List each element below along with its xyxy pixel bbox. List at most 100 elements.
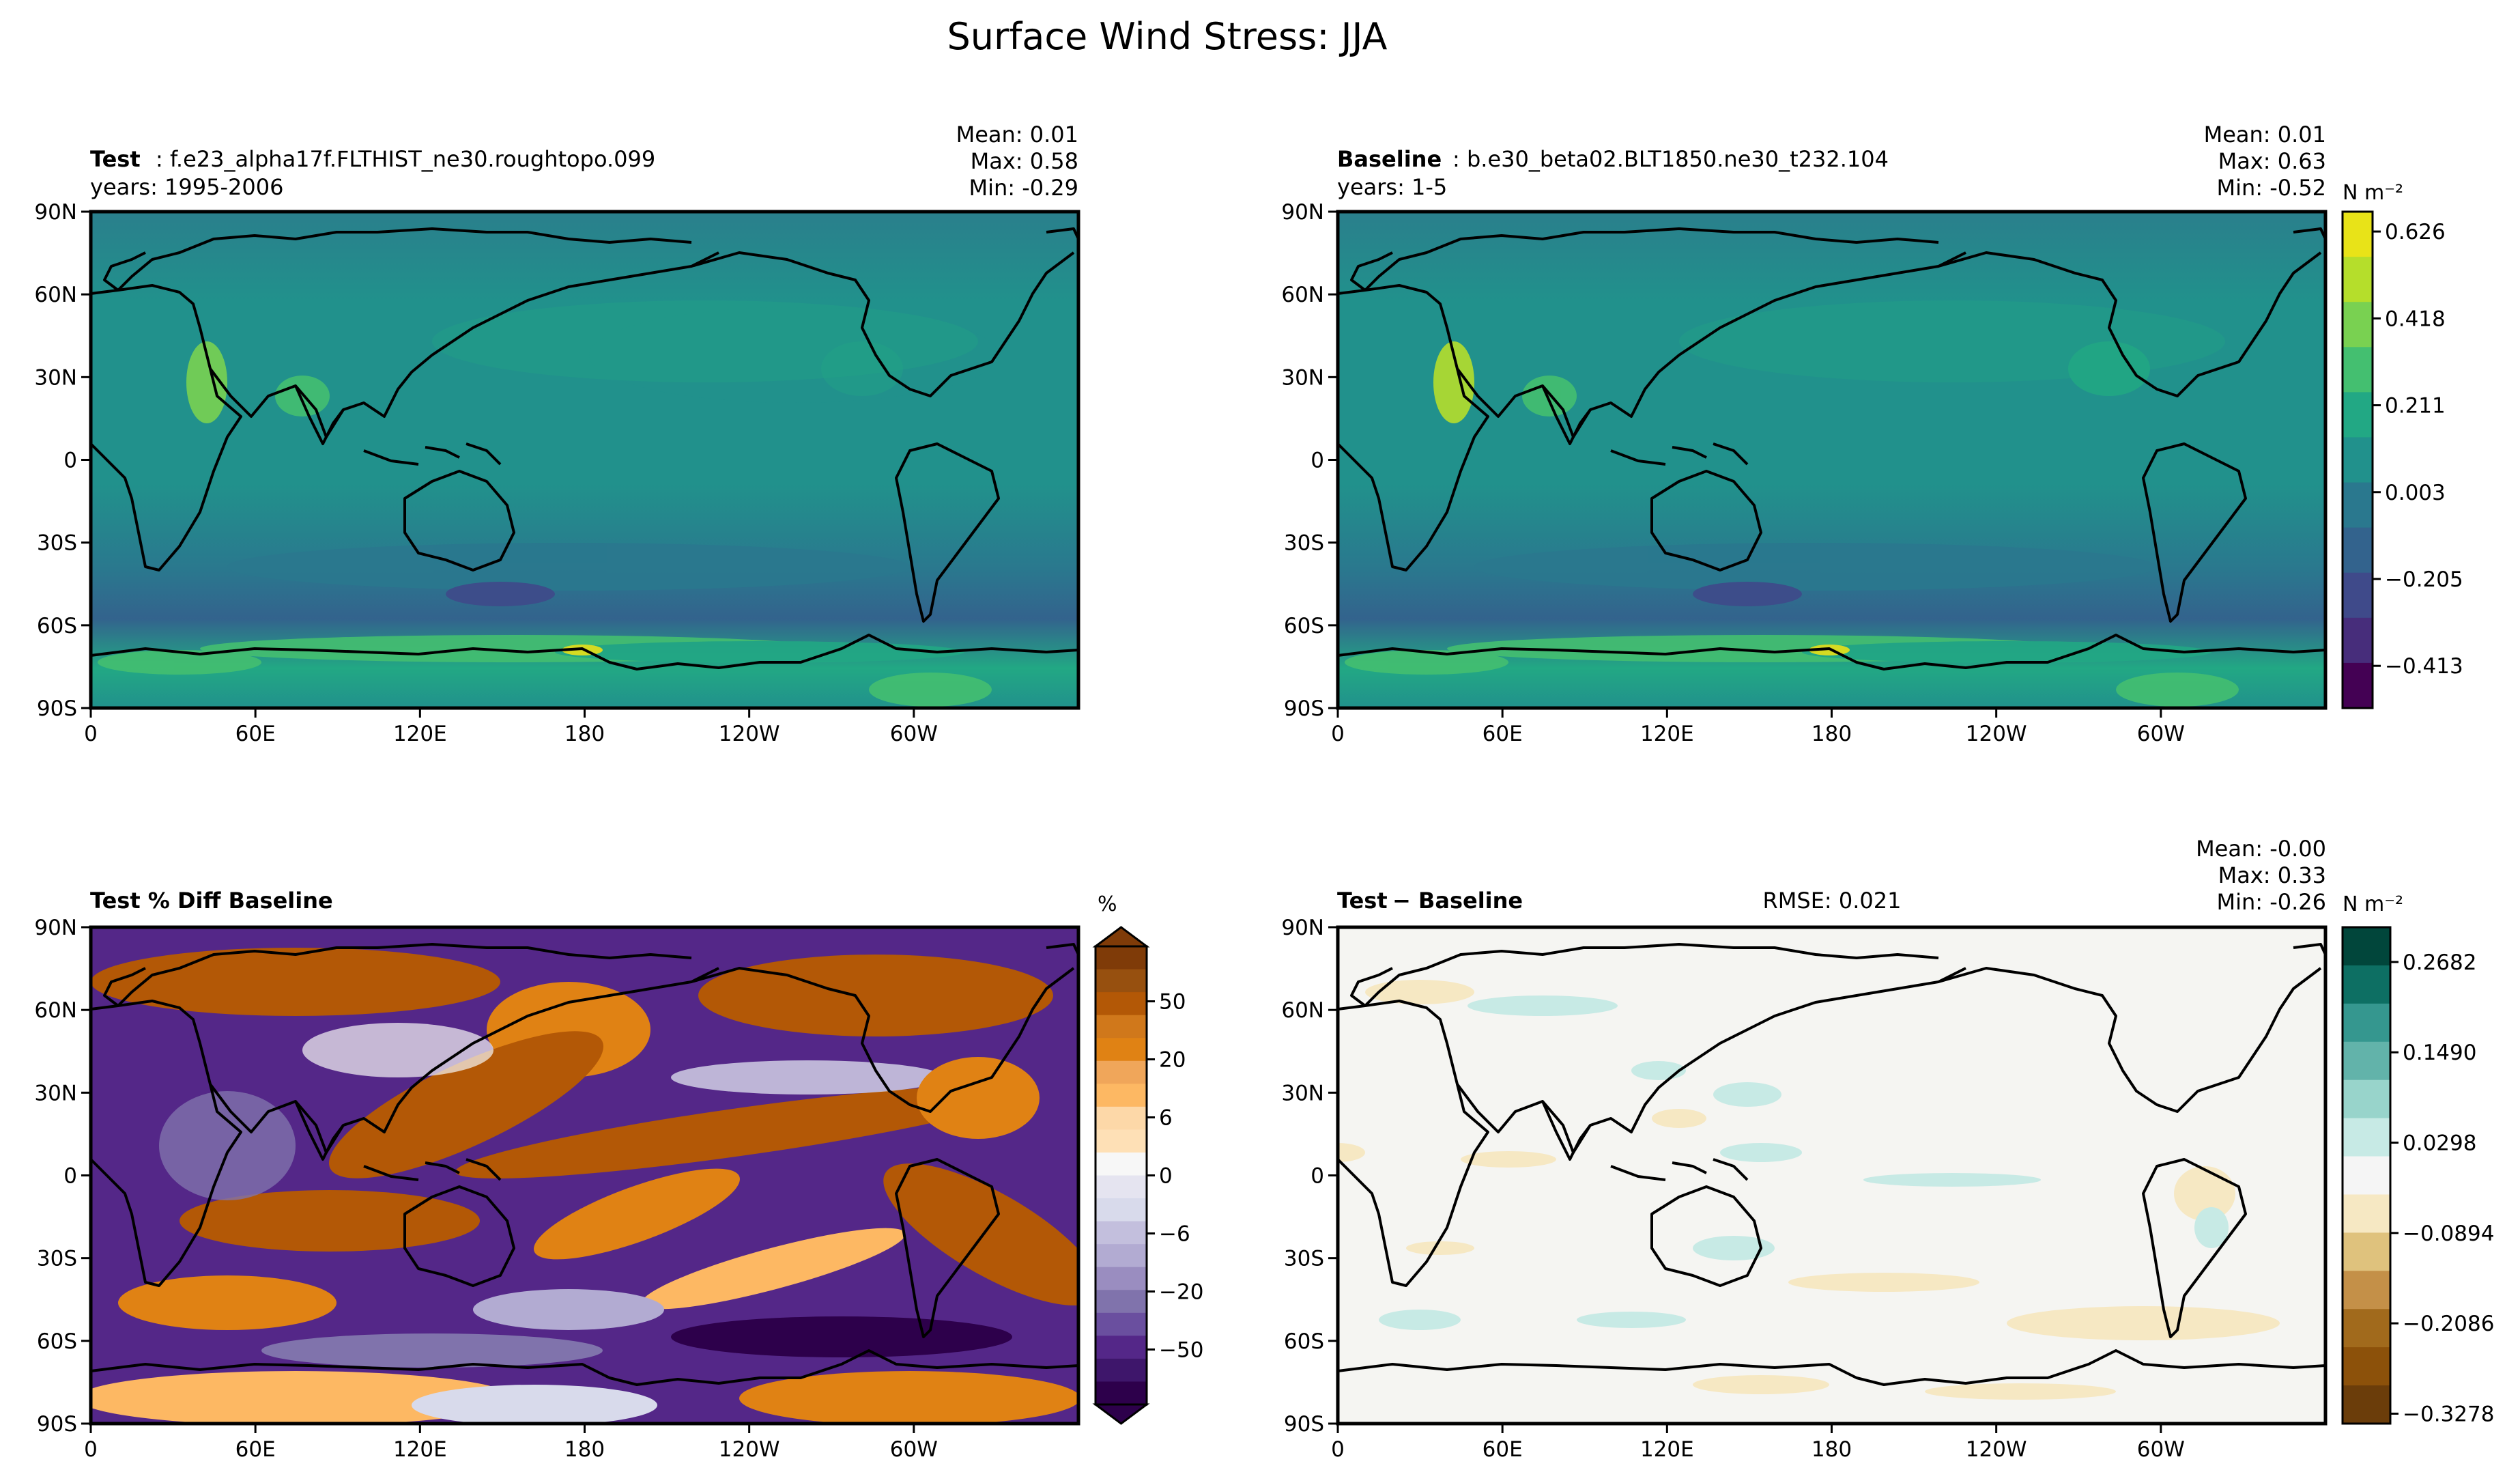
x-tick-label: 60E: [1483, 722, 1523, 746]
mean-field: [91, 212, 1078, 708]
y-tick-label: 30N: [34, 365, 77, 390]
x-tick-label: 180: [564, 1437, 605, 1462]
colorbar-arrow-bottom: [1092, 1403, 1150, 1425]
colorbar-segment: [2343, 1385, 2390, 1424]
panel-case-name: : f.e23_alpha17f.FLTHIST_ne30.roughtopo.…: [156, 146, 655, 172]
y-tick-label: 90N: [34, 200, 77, 225]
y-axis: 90N 60N 30N 0 30S 60S 90S: [34, 916, 91, 1437]
y-tick-label: 60N: [1281, 283, 1324, 307]
panel-title-bold: Test: [90, 146, 141, 172]
colorbar-tick-label: −0.2086: [2403, 1312, 2494, 1336]
colorbar-segment: [2343, 1194, 2390, 1233]
y-tick-label: 30S: [1284, 1247, 1324, 1271]
y-tick-label: 0: [1311, 1164, 1324, 1189]
y-tick-label: 60S: [37, 614, 77, 638]
y-tick-label: 30N: [1281, 365, 1324, 390]
x-tick-label: 120E: [1640, 722, 1694, 746]
colorbar-segment: [1096, 1198, 1147, 1222]
colorbar-segment: [2343, 662, 2373, 709]
colorbar-segment: [1096, 1060, 1147, 1084]
x-tick-label: 0: [1331, 1437, 1345, 1462]
colorbar-segment: [1096, 1290, 1147, 1314]
colorbar-segment: [1096, 1336, 1147, 1359]
x-tick-label: 120W: [719, 1437, 780, 1462]
colorbar-segment: [1096, 969, 1147, 993]
colorbar-segment: [2343, 572, 2373, 619]
x-tick-label: 120E: [1640, 1437, 1694, 1462]
y-tick-label: 90S: [1284, 1412, 1324, 1437]
x-axis: 0 60E 120E 180 120W 60W: [1331, 1424, 2185, 1462]
panel-years: years: 1995-2006: [90, 174, 283, 200]
colorbar-segment: [1096, 1312, 1147, 1336]
colorbar-segment: [2343, 927, 2390, 966]
colorbar-segment: [2343, 527, 2373, 574]
colorbar-segment: [1096, 1221, 1147, 1245]
colorbar-tick-label: −0.0894: [2403, 1221, 2494, 1246]
colorbar-segment: [1096, 1106, 1147, 1130]
colorbar-segment: [1096, 1129, 1147, 1153]
colorbar-tick-label: 0.626: [2385, 220, 2446, 244]
colorbar-segment: [2343, 617, 2373, 664]
y-axis: 90N 60N 30N 0 30S 60S 90S: [1281, 200, 1338, 721]
panel-title-rest: − Baseline: [1392, 888, 1523, 914]
colorbar-arrow-top: [1092, 926, 1150, 948]
colorbar-frame: [2341, 926, 2392, 1425]
colorbar-segment: [1096, 1038, 1147, 1062]
x-axis: 0 60E 120E 180 120W 60W: [1331, 708, 2185, 746]
colorbar-tick-label: 0.003: [2385, 481, 2446, 505]
figure-title: Surface Wind Stress: JJA: [947, 15, 1388, 58]
colorbar-tick-label: −0.413: [2385, 654, 2463, 679]
map-plot-area: [1336, 210, 2328, 710]
colorbar-tick-label: −50: [1159, 1338, 1203, 1362]
colorbar-segment: [1096, 992, 1147, 1016]
x-tick-label: 120W: [1966, 722, 2027, 746]
colorbar-segment: [2343, 302, 2373, 348]
x-axis: 0 60E 120E 180 120W 60W: [84, 1424, 938, 1462]
colorbar-segment: [2343, 1003, 2390, 1043]
colorbar-frame: [2341, 210, 2374, 709]
colorbar-segment: [2343, 212, 2373, 257]
panel-title-bold: Test: [1337, 888, 1388, 914]
colorbar-unit: N m⁻²: [2343, 181, 2403, 205]
y-tick-label: 60S: [1284, 614, 1324, 638]
colorbar-segment: [1096, 1381, 1147, 1405]
y-tick-label: 60N: [34, 283, 77, 307]
colorbar: 50 20 6 0 −6 −20 −50: [1092, 926, 1203, 1425]
colorbar-segment: [1096, 1244, 1147, 1268]
panel-test: Test : f.e23_alpha17f.FLTHIST_ne30.rough…: [34, 122, 1080, 746]
colorbar-tick-label: 0.2682: [2403, 950, 2476, 975]
colorbar-segment: [2343, 1156, 2390, 1195]
colorbar-segment: [1096, 1084, 1147, 1107]
x-tick-label: 120W: [1966, 1437, 2027, 1462]
y-axis: 90N 60N 30N 0 30S 60S 90S: [1281, 916, 1338, 1437]
colorbar-segment: [1096, 1358, 1147, 1382]
panel-title-bold: Test % Diff Baseline: [90, 888, 333, 914]
colorbar-tick-label: 50: [1159, 990, 1186, 1015]
x-tick-label: 60W: [890, 1437, 938, 1462]
colorbar-segment: [1096, 946, 1147, 970]
colorbar-tick-label: −6: [1159, 1221, 1190, 1246]
y-tick-label: 0: [63, 1164, 77, 1189]
colorbar-segment: [2343, 1041, 2390, 1081]
x-tick-label: 0: [84, 1437, 98, 1462]
colorbar-segment: [2343, 1271, 2390, 1310]
colorbar-segment: [2343, 482, 2373, 528]
rmse-label: RMSE: 0.021: [1763, 888, 1902, 914]
x-tick-label: 180: [1812, 722, 1852, 746]
colorbar-tick-label: −0.3278: [2403, 1402, 2494, 1426]
x-tick-label: 0: [84, 722, 98, 746]
x-axis: 0 60E 120E 180 120W 60W: [84, 708, 938, 746]
colorbar-segment: [1096, 1015, 1147, 1039]
y-tick-label: 90N: [1281, 200, 1324, 225]
stat-max: Max: 0.33: [2218, 862, 2326, 888]
x-tick-label: 60E: [235, 722, 276, 746]
x-tick-label: 60W: [2137, 722, 2185, 746]
map-plot-area: [89, 210, 1080, 710]
panel-title-bold: Baseline: [1337, 146, 1442, 172]
map-plot-area: [1336, 925, 2328, 1426]
colorbar-unit: N m⁻²: [2343, 892, 2403, 916]
stat-mean: Mean: 0.01: [2204, 122, 2326, 147]
y-tick-label: 0: [63, 449, 77, 473]
stat-max: Max: 0.63: [2218, 148, 2326, 174]
